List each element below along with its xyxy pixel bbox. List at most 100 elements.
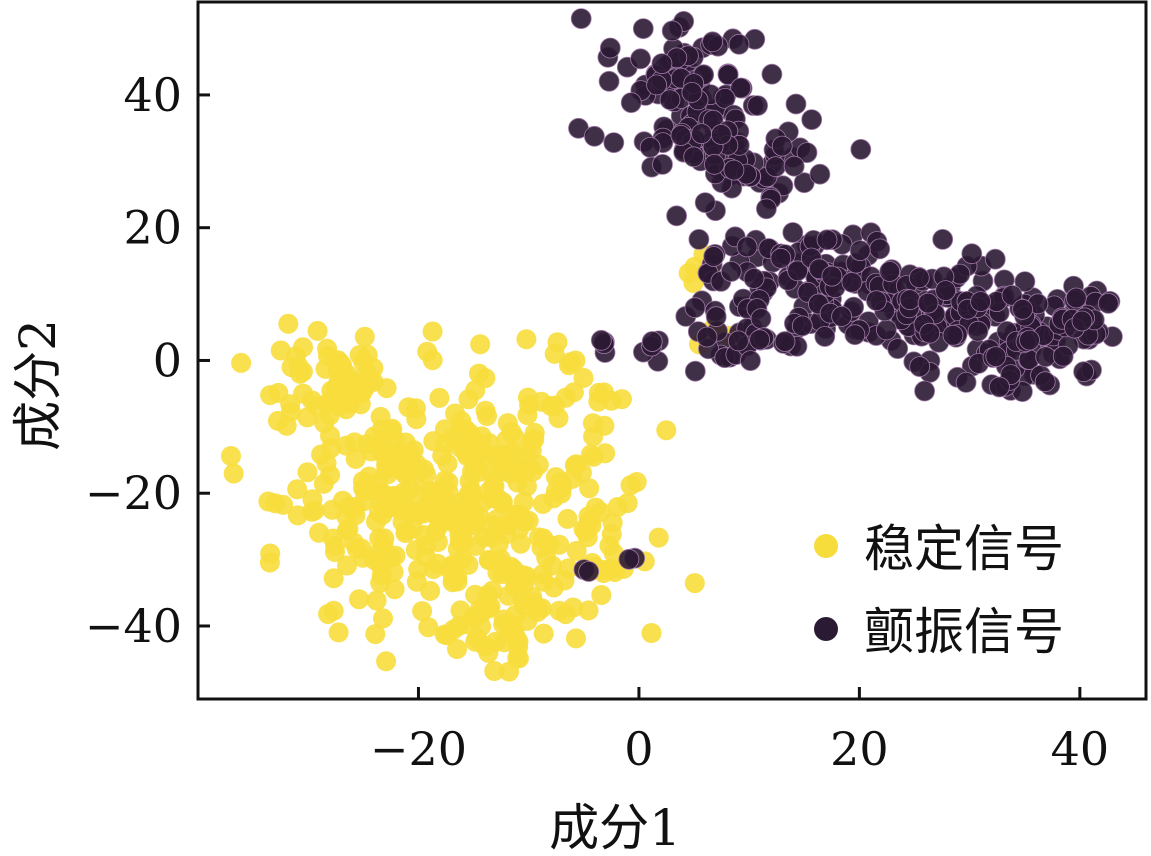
data-point (328, 622, 349, 643)
data-point (841, 271, 863, 293)
data-point (560, 352, 581, 373)
data-point (703, 246, 725, 267)
legend-label-chatter: 颤振信号 (864, 603, 1064, 661)
data-point (618, 548, 640, 570)
data-point (488, 534, 509, 555)
data-point (702, 31, 723, 53)
data-point (557, 508, 578, 529)
data-point (595, 443, 616, 464)
y-tick-label: 20 (123, 201, 182, 255)
data-point (756, 198, 777, 220)
y-tick-label: 0 (153, 333, 182, 387)
data-point (704, 153, 725, 175)
data-point (761, 63, 783, 85)
data-point (641, 331, 663, 352)
data-point (313, 473, 334, 494)
data-point (418, 617, 439, 638)
data-point (545, 467, 566, 488)
data-point (372, 504, 393, 525)
data-point (541, 396, 561, 416)
data-point (670, 125, 692, 146)
data-point (429, 387, 450, 408)
data-point (666, 205, 687, 227)
data-point (919, 322, 941, 344)
series-stable (221, 244, 739, 682)
data-point (740, 350, 761, 372)
data-point (372, 419, 392, 440)
data-point (435, 508, 456, 529)
data-point (434, 419, 455, 440)
data-point (357, 344, 378, 365)
data-point (681, 82, 703, 103)
data-point (435, 433, 456, 454)
data-point (730, 77, 752, 99)
data-point (544, 343, 565, 364)
data-point (336, 435, 357, 456)
data-point (412, 601, 433, 622)
data-point (510, 533, 531, 554)
data-point (736, 236, 758, 258)
data-point (517, 387, 538, 408)
data-point (1097, 292, 1119, 314)
data-point (422, 321, 443, 342)
data-point (791, 315, 813, 337)
data-point (323, 568, 344, 589)
data-point (869, 238, 891, 260)
data-point (579, 511, 600, 532)
data-point (516, 329, 537, 350)
data-point (1012, 298, 1033, 320)
data-point (449, 524, 470, 545)
data-point (475, 368, 496, 389)
legend-marker-chatter (814, 617, 838, 641)
data-point (684, 573, 705, 594)
data-point (594, 415, 615, 436)
data-point (321, 438, 341, 459)
data-point (714, 88, 736, 109)
data-point (517, 405, 538, 426)
data-point (750, 308, 772, 330)
data-point (516, 442, 537, 463)
data-point (1019, 329, 1040, 351)
x-axis-label: 成分1 (549, 799, 681, 856)
data-point (935, 280, 956, 302)
data-point (350, 382, 371, 403)
data-point (445, 403, 466, 424)
data-point (743, 268, 765, 289)
data-point (563, 597, 584, 618)
data-point (478, 584, 499, 605)
data-point (405, 540, 426, 560)
data-point (392, 511, 413, 532)
data-point (601, 524, 622, 545)
data-point (620, 92, 642, 113)
data-point (484, 661, 505, 681)
data-point (590, 329, 612, 351)
data-point (524, 422, 545, 443)
data-point (785, 93, 807, 115)
data-point (684, 297, 706, 319)
data-point (656, 420, 677, 441)
data-point (723, 159, 745, 181)
data-point (464, 507, 484, 528)
data-point (484, 476, 505, 497)
y-tick-label: −40 (85, 599, 182, 653)
data-point (887, 338, 909, 360)
x-tick-label: 0 (624, 722, 653, 776)
ticks-layer: −20 0 20 40 40 20 0 −20 −40 (85, 68, 1109, 776)
data-point (511, 509, 532, 530)
data-point (1034, 371, 1056, 393)
data-point (821, 265, 843, 287)
data-point (359, 466, 380, 487)
data-point (260, 543, 281, 564)
data-point (850, 138, 872, 160)
data-point (421, 482, 442, 502)
data-point (492, 492, 513, 513)
data-point (302, 501, 322, 522)
data-point (278, 313, 299, 334)
data-point (989, 376, 1010, 398)
data-point (579, 478, 600, 499)
data-point (1065, 287, 1087, 309)
data-point (514, 574, 535, 595)
plot-frame (196, 0, 1148, 701)
data-point (543, 577, 564, 598)
data-point (470, 334, 491, 355)
